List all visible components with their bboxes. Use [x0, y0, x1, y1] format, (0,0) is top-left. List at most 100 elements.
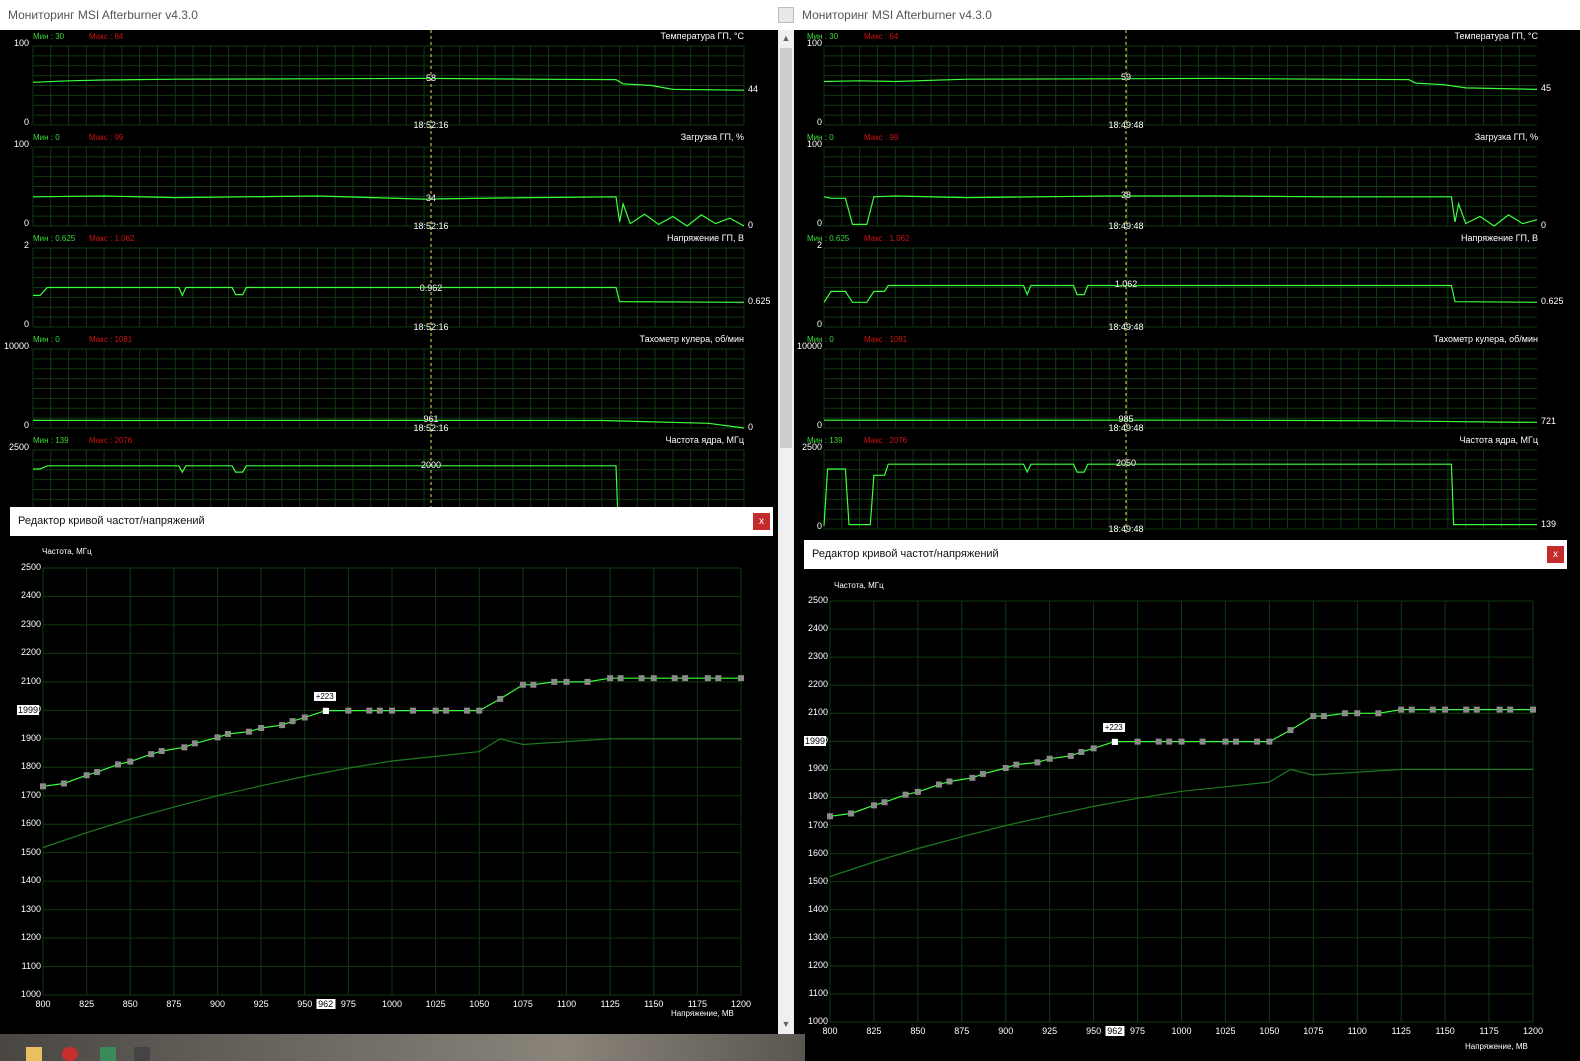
- curve-point[interactable]: [1354, 710, 1361, 717]
- curve-point[interactable]: [1046, 755, 1053, 762]
- curve-point[interactable]: [1320, 713, 1327, 720]
- curve-point[interactable]: [1375, 710, 1382, 717]
- folder-icon[interactable]: [26, 1047, 42, 1061]
- app-icon[interactable]: [100, 1047, 116, 1061]
- curve-point[interactable]: [127, 758, 134, 765]
- curve-point[interactable]: [476, 707, 483, 714]
- curve-point[interactable]: [1090, 745, 1097, 752]
- curve-point[interactable]: [376, 707, 383, 714]
- curve-point[interactable]: [1429, 706, 1436, 713]
- curve-point[interactable]: [1199, 738, 1206, 745]
- curve-point[interactable]: [1134, 738, 1141, 745]
- curve-point[interactable]: [279, 722, 286, 729]
- curve-point[interactable]: [979, 770, 986, 777]
- curve-point[interactable]: [1078, 748, 1085, 755]
- curve-point[interactable]: [1013, 761, 1020, 768]
- scroll-up-arrow-icon[interactable]: ▲: [781, 33, 791, 43]
- editor-title[interactable]: Редактор кривой частот/напряжений: [10, 507, 773, 536]
- curve-point[interactable]: [301, 714, 308, 721]
- curve-point[interactable]: [848, 810, 855, 817]
- curve-point[interactable]: [1067, 752, 1074, 759]
- curve-point[interactable]: [115, 761, 122, 768]
- curve-point[interactable]: [366, 707, 373, 714]
- curve-point[interactable]: [607, 675, 614, 682]
- curve-point[interactable]: [914, 788, 921, 795]
- curve-point[interactable]: [617, 675, 624, 682]
- curve-point[interactable]: [650, 675, 657, 682]
- curve-point[interactable]: [1496, 706, 1503, 713]
- curve-point[interactable]: [935, 781, 942, 788]
- curve-point[interactable]: [1398, 706, 1405, 713]
- editor-close-button[interactable]: x: [1547, 546, 1564, 563]
- curve-point[interactable]: [682, 675, 689, 682]
- curve-point[interactable]: [1254, 738, 1261, 745]
- curve-point[interactable]: [551, 678, 558, 685]
- editor-close-button[interactable]: x: [753, 513, 770, 530]
- curve-point[interactable]: [704, 675, 711, 682]
- curve-point[interactable]: [1222, 738, 1229, 745]
- curve-point[interactable]: [1002, 764, 1009, 771]
- curve-point[interactable]: [530, 681, 537, 688]
- selected-point-marker[interactable]: [1111, 738, 1118, 745]
- curve-point[interactable]: [40, 783, 46, 790]
- curve-point[interactable]: [1408, 706, 1415, 713]
- curve-point[interactable]: [224, 730, 231, 737]
- curve-point[interactable]: [191, 740, 198, 747]
- curve-point[interactable]: [497, 695, 504, 702]
- curve-point[interactable]: [158, 748, 165, 755]
- curve-point[interactable]: [946, 778, 953, 785]
- curve-point[interactable]: [1266, 738, 1273, 745]
- curve-point[interactable]: [83, 772, 90, 779]
- curve-point[interactable]: [148, 751, 155, 758]
- curve-point[interactable]: [1341, 710, 1348, 717]
- curve-point[interactable]: [214, 734, 221, 741]
- curve-point[interactable]: [1178, 738, 1185, 745]
- curve-point[interactable]: [1507, 706, 1514, 713]
- curve-point[interactable]: [432, 707, 439, 714]
- curve-point[interactable]: [715, 675, 722, 682]
- curve-point[interactable]: [1034, 759, 1041, 766]
- curve-point[interactable]: [1473, 706, 1480, 713]
- curve-point[interactable]: [389, 707, 395, 714]
- curve-point[interactable]: [671, 675, 678, 682]
- curve-point[interactable]: [258, 724, 265, 731]
- selected-point-marker[interactable]: [322, 707, 329, 714]
- curve-point[interactable]: [1310, 713, 1317, 720]
- curve-point[interactable]: [827, 813, 833, 820]
- curve-point[interactable]: [181, 744, 188, 751]
- curve-point[interactable]: [519, 681, 526, 688]
- curve-point[interactable]: [584, 678, 591, 685]
- curve-point[interactable]: [1442, 706, 1449, 713]
- curve-point[interactable]: [1463, 706, 1470, 713]
- browser-icon[interactable]: [62, 1047, 78, 1061]
- vf-curve-canvas[interactable]: [10, 507, 773, 1034]
- curve-point[interactable]: [638, 675, 645, 682]
- scroll-thumb[interactable]: [780, 48, 792, 448]
- curve-point[interactable]: [1530, 706, 1536, 713]
- curve-point[interactable]: [289, 718, 296, 725]
- curve-point[interactable]: [1155, 738, 1162, 745]
- curve-point[interactable]: [60, 780, 67, 787]
- vertical-scrollbar[interactable]: ▲ ▼: [778, 30, 794, 1034]
- curve-point[interactable]: [1232, 738, 1239, 745]
- curve-point[interactable]: [345, 707, 352, 714]
- curve-point[interactable]: [738, 675, 744, 682]
- window-titlebar[interactable]: Мониторинг MSI Afterburner v4.3.0: [774, 0, 1580, 30]
- curve-point[interactable]: [245, 728, 252, 735]
- scroll-down-arrow-icon[interactable]: ▼: [781, 1019, 791, 1029]
- window-titlebar[interactable]: Мониторинг MSI Afterburner v4.3.0: [0, 0, 792, 30]
- curve-point[interactable]: [443, 707, 450, 714]
- curve-point[interactable]: [563, 678, 570, 685]
- curve-point[interactable]: [881, 799, 888, 806]
- vf-curve-canvas[interactable]: [804, 540, 1567, 1061]
- curve-point[interactable]: [464, 707, 471, 714]
- curve-point[interactable]: [409, 707, 416, 714]
- curve-point[interactable]: [1287, 727, 1294, 734]
- tool-icon[interactable]: [134, 1047, 150, 1061]
- editor-title[interactable]: Редактор кривой частот/напряжений: [804, 540, 1567, 569]
- curve-point[interactable]: [94, 769, 101, 776]
- curve-point[interactable]: [870, 802, 877, 809]
- curve-point[interactable]: [969, 774, 976, 781]
- curve-point[interactable]: [902, 791, 909, 798]
- curve-point[interactable]: [1166, 738, 1173, 745]
